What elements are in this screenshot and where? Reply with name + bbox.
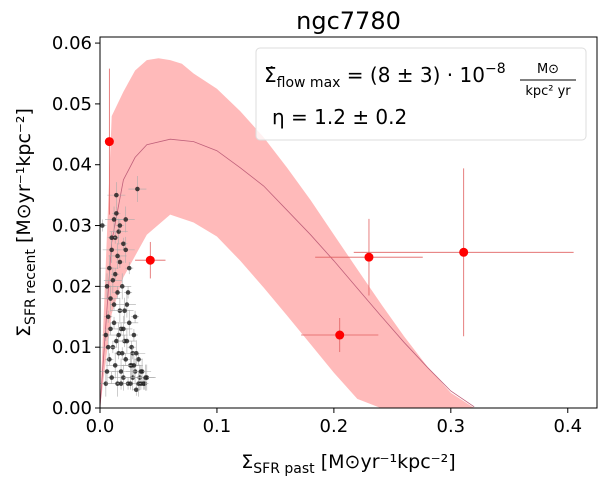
pixel-point (100, 358, 117, 385)
pixel-point (124, 286, 133, 299)
pixel-point (113, 273, 132, 300)
pixel-point (115, 219, 124, 232)
pixel-point (110, 316, 119, 329)
pixel-point (117, 377, 126, 390)
pixel-point (101, 285, 120, 312)
y-tick-label: 0.00 (52, 398, 92, 419)
binned-point (301, 317, 379, 353)
y-axis-label-symbol: Σ (13, 325, 35, 337)
pixel-point (117, 328, 136, 355)
x-tick-label: 0.4 (553, 416, 582, 437)
pixel-point (108, 242, 127, 269)
x-tick-label: 0.1 (203, 416, 232, 437)
pixel-point (126, 377, 135, 390)
plot-frame (99, 36, 598, 409)
pixel-point (139, 377, 148, 390)
y-tick-label: 0.05 (52, 94, 92, 115)
pixel-point (131, 310, 140, 323)
annotation-box: Σ̇flow max = (8 ± 3) · 10−8 M⊙ kpc² yr η… (255, 47, 587, 141)
pixel-point (110, 298, 119, 311)
pixel-point (116, 206, 135, 233)
pixel-point (117, 291, 136, 318)
pixel-point (111, 268, 120, 281)
y-tick-label: 0.06 (52, 33, 92, 54)
pixel-point (121, 353, 130, 366)
x-tick-label: 0.2 (320, 416, 349, 437)
y-axis: 0.00 0.01 0.02 0.03 0.04 0.05 0.06 (52, 33, 100, 419)
pixel-point (100, 334, 118, 361)
annotation-flow-value: = (8 ± 3) · 10 (347, 63, 485, 87)
x-axis-label-units: [M⊙yr⁻¹kpc⁻²] (321, 451, 456, 473)
annotation-line-2: η = 1.2 ± 0.2 (272, 105, 407, 129)
pixel-point (132, 383, 141, 396)
pixel-point (118, 347, 127, 360)
x-axis-label-symbol: Σ (241, 451, 253, 473)
pixel-point (116, 236, 135, 263)
pixel-point (104, 310, 113, 323)
pixel-point (125, 262, 134, 275)
pixel-point (134, 353, 143, 366)
pixel-point (113, 286, 122, 299)
pixel-point (112, 207, 121, 220)
pixel-point (124, 352, 143, 379)
y-tick-label: 0.03 (52, 216, 92, 237)
y-axis-label-units: [M⊙yr⁻¹kpc⁻²] (13, 108, 35, 243)
annotation-flow-symbol: Σ̇ (264, 63, 277, 87)
y-tick-label: 0.01 (52, 337, 92, 358)
pixel-point (100, 273, 117, 300)
pixel-point (114, 315, 133, 342)
pixel-point (115, 256, 124, 269)
pixel-point (128, 176, 147, 203)
y-tick-label: 0.04 (52, 155, 92, 176)
pixel-point (136, 365, 145, 378)
binned-point (315, 218, 423, 296)
annotation-line-1: Σ̇flow max = (8 ± 3) · 10−8 (264, 61, 506, 91)
x-tick-label: 0.3 (437, 416, 466, 437)
model-curve (100, 138, 475, 408)
pixel-point (115, 297, 134, 324)
x-axis: 0.0 0.1 0.2 0.3 0.4 (86, 408, 582, 437)
pixel-point (119, 237, 128, 250)
plot-area (100, 58, 574, 408)
pixel-point (109, 322, 128, 349)
annotation-flow-sub: flow max (277, 75, 341, 91)
y-tick-label: 0.02 (52, 276, 92, 297)
binned-points (104, 68, 574, 353)
pixel-point (129, 329, 138, 342)
binned-point (104, 68, 114, 215)
pixel-point (136, 364, 155, 391)
binned-point (353, 168, 574, 337)
annotation-unit-denominator: kpc² yr (525, 84, 571, 99)
annotation-flow-exponent: −8 (485, 61, 506, 77)
pixel-point (100, 255, 119, 282)
x-tick-label: 0.0 (86, 416, 115, 437)
binned-point (135, 241, 166, 279)
pixel-point (107, 371, 116, 384)
annotation-unit-numerator: M⊙ (537, 62, 559, 77)
pixel-point (120, 309, 139, 336)
pixel-point (106, 322, 115, 335)
pixel-points (100, 176, 156, 397)
model-uncertainty-band (100, 58, 475, 408)
pixel-point (107, 182, 126, 209)
x-axis-label-sub: SFR past (253, 461, 315, 477)
y-axis-label: ΣSFR recent [M⊙yr⁻¹kpc⁻²] (13, 108, 39, 337)
pixel-point (107, 231, 116, 244)
x-axis-label: ΣSFR past [M⊙yr⁻¹kpc⁻²] (241, 451, 455, 477)
y-axis-label-sub: SFR recent (23, 249, 39, 325)
chart-title: ngc7780 (296, 7, 401, 35)
pixel-point (101, 329, 110, 342)
pixel-point (100, 219, 107, 232)
pixel-point (105, 353, 114, 366)
pixel-point (127, 340, 146, 367)
